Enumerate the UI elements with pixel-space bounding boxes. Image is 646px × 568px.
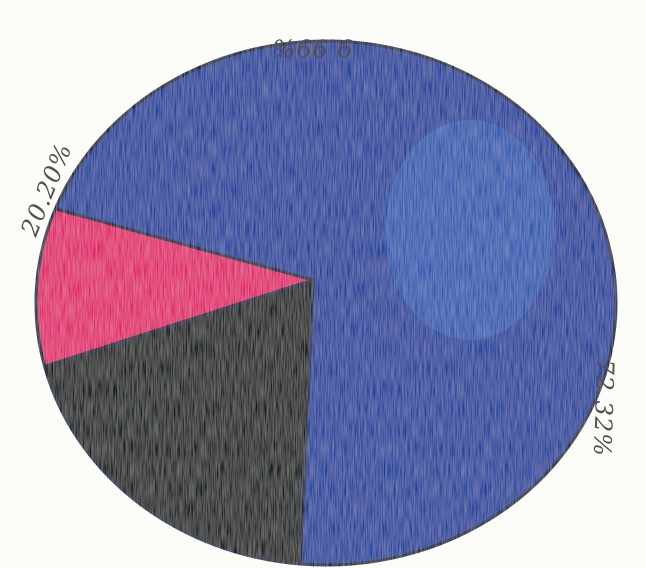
pie-slice — [43, 278, 315, 566]
slice-percent-label: 9.99% — [271, 34, 352, 62]
pie-slice — [34, 207, 315, 368]
pie-slices — [34, 39, 618, 567]
slice-percent-label: 72.32% — [588, 359, 619, 457]
marker-highlight — [385, 120, 555, 340]
